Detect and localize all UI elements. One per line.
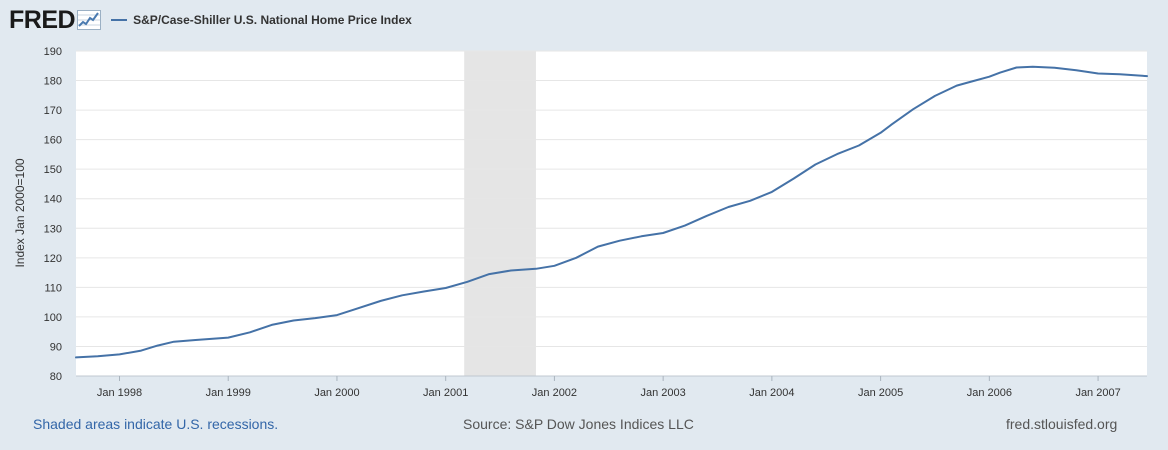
y-tick-label: 150 [44,164,62,176]
y-tick-label: 80 [50,371,62,383]
y-tick-label: 110 [44,282,62,294]
x-tick-label: Jan 2007 [1075,387,1120,399]
x-tick-label: Jan 2000 [314,387,359,399]
x-tick-label: Jan 2002 [532,387,577,399]
y-tick-label: 180 [44,76,62,88]
x-tick-label: Jan 1998 [97,387,142,399]
site-link[interactable]: fred.stlouisfed.org [1006,416,1118,432]
x-tick-label: Jan 2003 [641,387,686,399]
source-note: Source: S&P Dow Jones Indices LLC [463,416,694,432]
y-tick-label: 170 [44,105,62,117]
line-chart-icon [77,10,102,30]
header: FRED S&P/Case-Shiller U.S. National Home… [9,6,412,34]
y-tick-label: 100 [44,312,62,324]
x-tick-label: Jan 2004 [749,387,794,399]
y-tick-label: 160 [44,135,62,147]
y-tick-label: 130 [44,223,62,235]
x-tick-label: Jan 2001 [423,387,468,399]
y-tick-label: 190 [44,46,62,58]
legend-swatch [111,19,128,21]
y-tick-label: 140 [44,194,62,206]
y-axis-title: Index Jan 2000=100 [13,158,27,267]
grid-layer [76,50,1147,377]
x-tick-label: Jan 2005 [858,387,903,399]
x-axis: Jan 1998 Jan 1999 Jan 2000 Jan 2001 Jan 2002… [97,376,1121,399]
legend-series-label[interactable]: S&P/Case-Shiller U.S. National Home Pric… [133,13,412,27]
recession-note[interactable]: Shaded areas indicate U.S. recessions. [33,416,279,432]
plot-background [76,51,1147,376]
recession-band [464,51,536,376]
y-tick-label: 120 [44,253,62,265]
series-line[interactable] [75,65,1148,359]
x-tick-label: Jan 2006 [967,387,1012,399]
fred-logo[interactable]: FRED [9,5,76,34]
x-tick-label: Jan 1999 [206,387,251,399]
legend: S&P/Case-Shiller U.S. National Home Pric… [111,13,412,27]
y-axis: 80 90 100 110 120 130 140 150 160 170 180 190 [44,46,62,383]
recession-layer [464,51,536,376]
y-tick-label: 90 [50,341,62,353]
series-layer [75,65,1148,359]
